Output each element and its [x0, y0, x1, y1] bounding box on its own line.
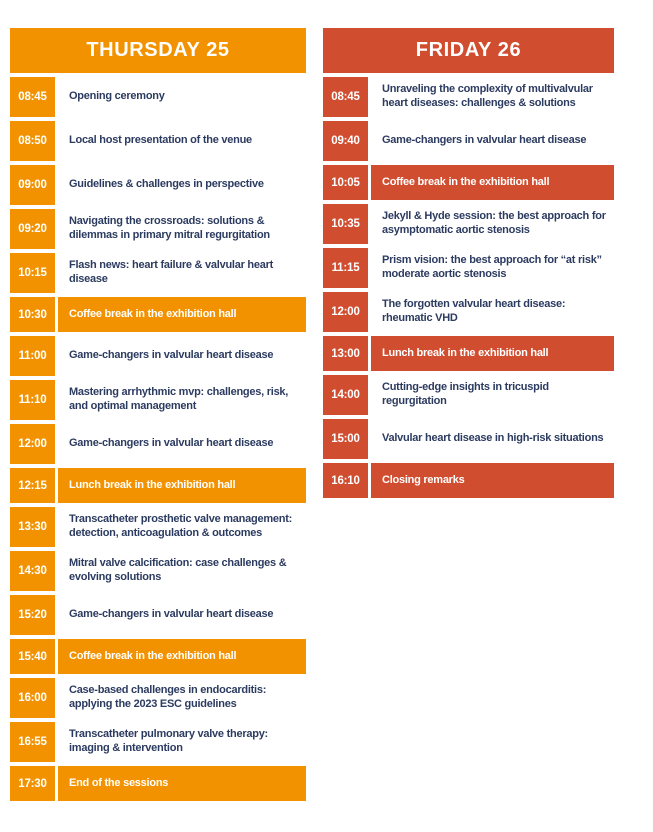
session-time: 17:30 [10, 766, 55, 801]
session-title: Opening ceremony [69, 90, 165, 103]
session-time: 11:10 [10, 380, 55, 420]
session-time: 10:35 [323, 204, 368, 244]
session-time: 08:45 [323, 77, 368, 117]
schedule-row: 11:00 Game-changers in valvular heart di… [10, 336, 306, 376]
session-time: 09:20 [10, 209, 55, 249]
schedule-row-break: 16:10 Closing remarks [323, 463, 614, 498]
session-title: Coffee break in the exhibition hall [58, 639, 306, 674]
schedule-row: 09:00 Guidelines & challenges in perspec… [10, 165, 306, 205]
session-title: Prism vision: the best approach for “at … [382, 254, 602, 280]
schedule-row: 08:45 Opening ceremony [10, 77, 306, 117]
schedule-row: 09:20 Navigating the crossroads: solutio… [10, 209, 306, 249]
session-title: Unraveling the complexity of multivalvul… [382, 83, 593, 109]
day-title: THURSDAY 25 [86, 39, 230, 61]
session-title: Coffee break in the exhibition hall [58, 297, 306, 332]
schedule-row: 10:35 Jekyll & Hyde session: the best ap… [323, 204, 614, 244]
session-title: End of the sessions [58, 766, 306, 801]
session-time: 09:40 [323, 121, 368, 161]
session-title: Jekyll & Hyde session: the best approach… [382, 210, 606, 236]
session-time: 16:10 [323, 463, 368, 498]
schedule-row: 10:15 Flash news: heart failure & valvul… [10, 253, 306, 293]
session-time: 08:45 [10, 77, 55, 117]
day-rows: 08:45 Opening ceremony 08:50 Local host … [10, 77, 306, 801]
session-title: Mastering arrhythmic mvp: challenges, ri… [69, 386, 289, 412]
session-time: 12:15 [10, 468, 55, 503]
session-time: 12:00 [10, 424, 55, 464]
schedule-row-break: 13:00 Lunch break in the exhibition hall [323, 336, 614, 371]
session-title: Navigating the crossroads: solutions & d… [69, 215, 270, 241]
session-time: 10:05 [323, 165, 368, 200]
session-title: Coffee break in the exhibition hall [371, 165, 614, 200]
schedule-row-break: 17:30 End of the sessions [10, 766, 306, 801]
day-column-thursday: THURSDAY 25 08:45 Opening ceremony 08:50… [10, 28, 306, 801]
session-time: 13:00 [323, 336, 368, 371]
session-title: Game-changers in valvular heart disease [69, 437, 274, 450]
session-title: Lunch break in the exhibition hall [58, 468, 306, 503]
schedule-row: 16:55 Transcatheter pulmonary valve ther… [10, 722, 306, 762]
schedule-row: 13:30 Transcatheter prosthetic valve man… [10, 507, 306, 547]
schedule-row-break: 10:30 Coffee break in the exhibition hal… [10, 297, 306, 332]
schedule-row: 14:30 Mitral valve calcification: case c… [10, 551, 306, 591]
day-column-friday: FRIDAY 26 08:45 Unraveling the complexit… [323, 28, 614, 498]
session-title: Closing remarks [371, 463, 614, 498]
session-title: Cutting-edge insights in tricuspid regur… [382, 381, 549, 407]
day-header: THURSDAY 25 [10, 28, 306, 73]
schedule-columns: THURSDAY 25 08:45 Opening ceremony 08:50… [10, 28, 614, 801]
schedule-row: 14:00 Cutting-edge insights in tricuspid… [323, 375, 614, 415]
session-time: 15:40 [10, 639, 55, 674]
session-time: 14:30 [10, 551, 55, 591]
schedule-row: 16:00 Case-based challenges in endocardi… [10, 678, 306, 718]
schedule-row: 08:50 Local host presentation of the ven… [10, 121, 306, 161]
session-title: Mitral valve calcification: case challen… [69, 557, 287, 583]
session-title: Game-changers in valvular heart disease [69, 608, 274, 621]
session-title: Local host presentation of the venue [69, 134, 252, 147]
session-time: 10:30 [10, 297, 55, 332]
day-rows: 08:45 Unraveling the complexity of multi… [323, 77, 614, 498]
session-title: Game-changers in valvular heart disease [382, 134, 587, 147]
schedule-row-break: 12:15 Lunch break in the exhibition hall [10, 468, 306, 503]
session-title: Transcatheter pulmonary valve therapy: i… [69, 728, 268, 754]
schedule-row: 12:00 Game-changers in valvular heart di… [10, 424, 306, 464]
session-time: 16:55 [10, 722, 55, 762]
schedule-row: 15:00 Valvular heart disease in high-ris… [323, 419, 614, 459]
session-title: Case-based challenges in endocarditis: a… [69, 684, 267, 710]
session-title: Flash news: heart failure & valvular hea… [69, 259, 274, 285]
session-title: The forgotten valvular heart disease: rh… [382, 298, 566, 324]
session-time: 16:00 [10, 678, 55, 718]
schedule-row-break: 10:05 Coffee break in the exhibition hal… [323, 165, 614, 200]
session-title: Game-changers in valvular heart disease [69, 349, 274, 362]
session-time: 11:15 [323, 248, 368, 288]
session-title: Guidelines & challenges in perspective [69, 178, 264, 191]
session-time: 10:15 [10, 253, 55, 293]
schedule-row: 11:15 Prism vision: the best approach fo… [323, 248, 614, 288]
session-title: Transcatheter prosthetic valve managemen… [69, 513, 293, 539]
session-time: 13:30 [10, 507, 55, 547]
session-time: 15:00 [323, 419, 368, 459]
session-time: 09:00 [10, 165, 55, 205]
session-title: Lunch break in the exhibition hall [371, 336, 614, 371]
session-title: Valvular heart disease in high-risk situ… [382, 432, 604, 445]
session-time: 14:00 [323, 375, 368, 415]
schedule-row: 15:20 Game-changers in valvular heart di… [10, 595, 306, 635]
day-title: FRIDAY 26 [415, 39, 522, 61]
session-time: 15:20 [10, 595, 55, 635]
schedule-row-break: 15:40 Coffee break in the exhibition hal… [10, 639, 306, 674]
session-time: 11:00 [10, 336, 55, 376]
day-header: FRIDAY 26 [323, 28, 614, 73]
session-time: 08:50 [10, 121, 55, 161]
schedule-row: 12:00 The forgotten valvular heart disea… [323, 292, 614, 332]
schedule-row: 11:10 Mastering arrhythmic mvp: challeng… [10, 380, 306, 420]
schedule-row: 09:40 Game-changers in valvular heart di… [323, 121, 614, 161]
session-time: 12:00 [323, 292, 368, 332]
schedule-row: 08:45 Unraveling the complexity of multi… [323, 77, 614, 117]
